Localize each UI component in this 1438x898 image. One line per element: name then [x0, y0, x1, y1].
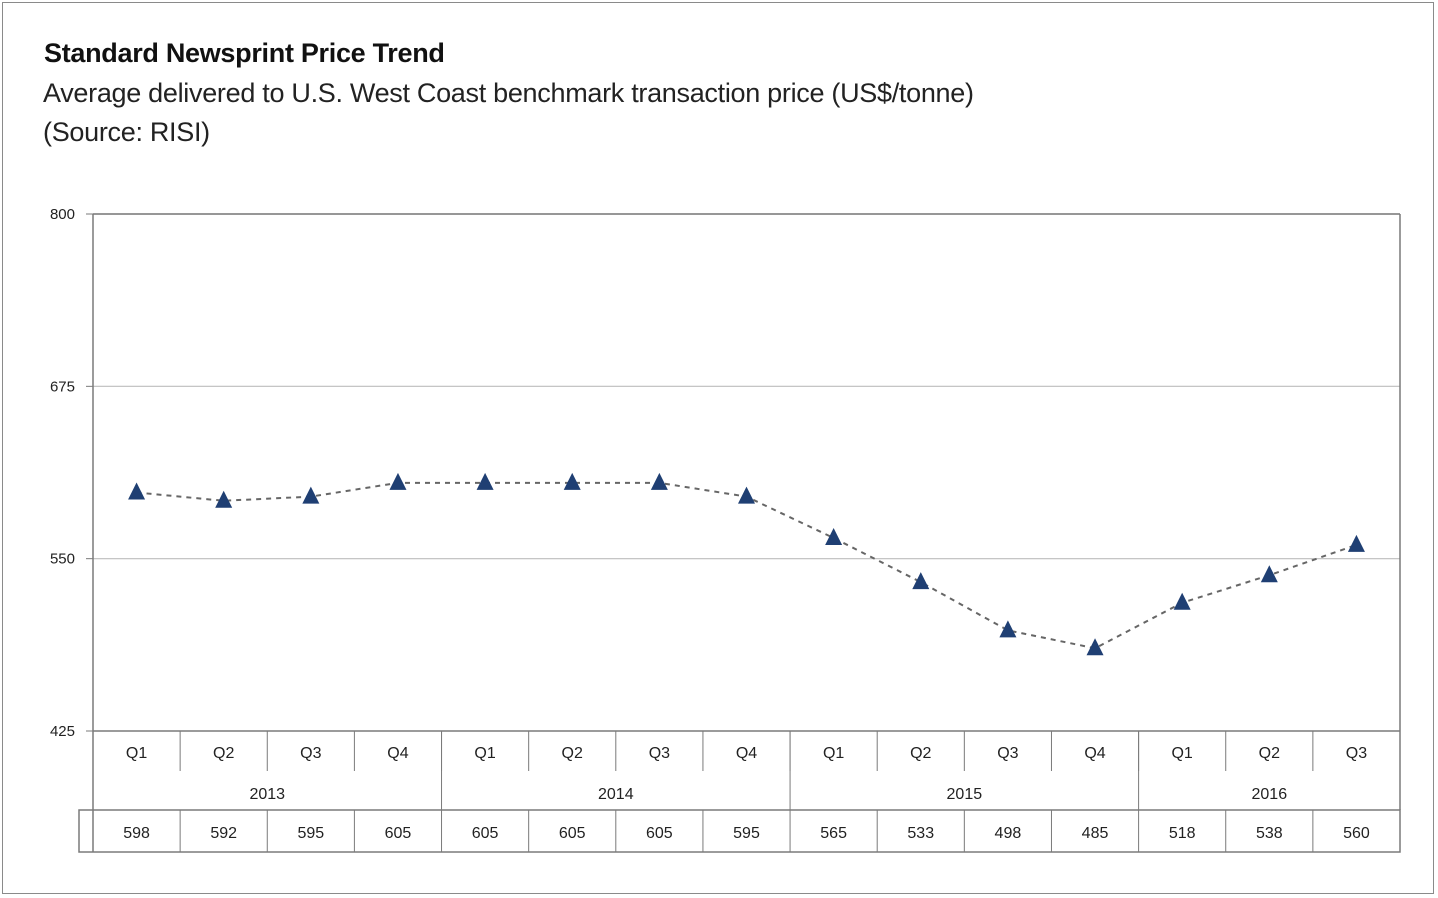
data-point-marker [563, 472, 581, 490]
data-point-marker [650, 472, 668, 490]
data-point-marker [128, 482, 146, 500]
data-point-marker [1173, 592, 1191, 610]
y-tick-label: 550 [50, 551, 75, 568]
x-year-label: 2013 [249, 786, 285, 803]
data-point-marker [912, 572, 930, 590]
x-category-label: Q3 [997, 745, 1018, 762]
data-point-marker [1260, 565, 1278, 583]
y-tick-label: 800 [50, 206, 75, 223]
y-tick-label: 675 [50, 378, 75, 395]
series-line [136, 481, 1357, 650]
x-category-label: Q1 [126, 745, 147, 762]
data-table-value: 592 [210, 825, 237, 842]
chart-source: (Source: RISI) [43, 117, 210, 147]
data-table-value: 518 [1169, 825, 1196, 842]
data-table-value: 605 [385, 825, 412, 842]
data-point-marker [999, 620, 1017, 638]
x-category-label: Q3 [1346, 745, 1367, 762]
x-category-label: Q4 [1084, 745, 1105, 762]
x-category-label: Q1 [474, 745, 495, 762]
chart-subtitle: Average delivered to U.S. West Coast ben… [43, 78, 974, 108]
x-category-label: Q2 [562, 745, 583, 762]
x-category-label: Q2 [1259, 745, 1280, 762]
data-point-marker [389, 472, 407, 490]
x-category-label: Q2 [213, 745, 234, 762]
data-table-value: 595 [733, 825, 760, 842]
x-category-label: Q1 [823, 745, 844, 762]
data-point-marker [215, 490, 233, 508]
data-table-value: 498 [995, 825, 1022, 842]
x-category-label: Q4 [387, 745, 408, 762]
data-point-marker [1086, 638, 1104, 656]
data-table-value: 485 [1082, 825, 1109, 842]
x-category-label: Q1 [1171, 745, 1192, 762]
x-category-label: Q2 [910, 745, 931, 762]
data-table-value: 533 [907, 825, 934, 842]
data-point-marker [738, 486, 755, 504]
x-year-label: 2016 [1252, 786, 1288, 803]
x-year-label: 2014 [598, 786, 634, 803]
data-table-value: 560 [1343, 825, 1370, 842]
y-tick-label: 425 [50, 723, 75, 740]
data-table-value: 565 [820, 825, 847, 842]
chart-title: Standard Newsprint Price Trend [44, 38, 445, 68]
data-table-value: 595 [297, 825, 324, 842]
x-category-label: Q4 [736, 745, 757, 762]
data-table-value: 538 [1256, 825, 1283, 842]
data-point-marker [476, 472, 494, 490]
data-table-border [78, 809, 1401, 853]
data-point-marker [302, 486, 320, 504]
data-table-value: 605 [472, 825, 499, 842]
data-table-value: 605 [559, 825, 586, 842]
data-point-marker [825, 527, 843, 545]
data-point-marker [1347, 534, 1365, 552]
x-year-label: 2015 [947, 786, 983, 803]
x-category-label: Q3 [300, 745, 321, 762]
x-category-label: Q3 [649, 745, 670, 762]
data-table-value: 605 [646, 825, 673, 842]
data-table-value: 598 [123, 825, 150, 842]
